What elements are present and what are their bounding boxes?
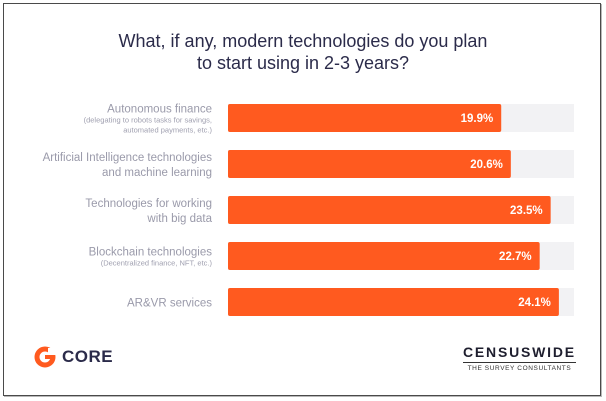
category-label: AR&VR services [127, 298, 212, 310]
bar [228, 104, 502, 132]
category-label: Artificial Intelligence technologies [43, 152, 213, 164]
category-sublabel: automated payments, etc.) [123, 126, 212, 135]
data-label: 24.1% [518, 297, 551, 309]
data-label: 19.9% [461, 113, 494, 125]
core-logo-text: CORE [62, 347, 114, 366]
data-label: 20.6% [470, 159, 503, 171]
chart-title-line-1: What, if any, modern technologies do you… [118, 31, 488, 51]
bar [228, 196, 551, 224]
chart-title-line-2: to start using in 2-3 years? [196, 53, 410, 73]
category-sublabel: (Decentralized finance, NFT, etc.) [101, 259, 213, 268]
category-label: Autonomous finance [107, 104, 212, 116]
data-label: 22.7% [499, 251, 532, 263]
chart-title: What, if any, modern technologies do you… [0, 30, 606, 74]
category-sublabel: (delegating to robots tasks for savings, [84, 116, 212, 125]
category-label: with big data [146, 213, 212, 225]
censuswide-brand: CENSUSWIDE THE SURVEY CONSULTANTS [463, 344, 576, 372]
bar [228, 242, 540, 270]
category-label: Technologies for working [85, 198, 212, 210]
bar [228, 288, 559, 316]
core-brand: CORE [34, 346, 113, 368]
category-label: Blockchain technologies [89, 247, 213, 259]
censuswide-tagline: THE SURVEY CONSULTANTS [467, 365, 572, 372]
category-label: and machine learning [102, 167, 212, 179]
core-logo-icon [34, 346, 56, 368]
data-label: 23.5% [510, 205, 543, 217]
bar [228, 150, 511, 178]
censuswide-logo-text: CENSUSWIDE [463, 344, 576, 363]
